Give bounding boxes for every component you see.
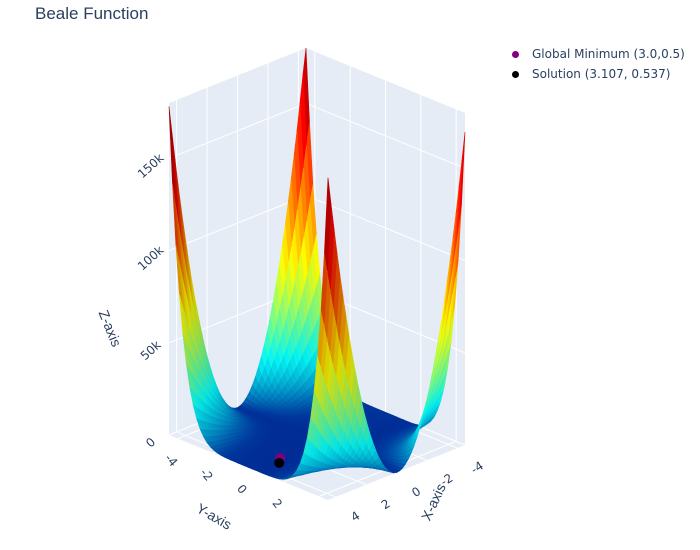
grid-z-left (168, 195, 307, 252)
legend-label-solution: Solution (3.107, 0.537) (532, 67, 671, 81)
legend-item-solution[interactable]: Solution (3.107, 0.537) (506, 64, 685, 84)
z-tick-label: 50k (138, 338, 164, 363)
legend-marker-solution (512, 70, 519, 78)
grid-z-back (305, 195, 466, 262)
markers (274, 452, 286, 468)
legend-item-global-minimum[interactable]: Global Minimum (3.0,0.5) (506, 44, 685, 64)
y-tick-label: 2 (269, 496, 285, 511)
surface-patch (324, 177, 332, 271)
legend-label-global-minimum: Global Minimum (3.0,0.5) (532, 47, 685, 61)
marker-solution (274, 457, 285, 468)
z-axis-title: Z-axis (96, 308, 125, 349)
surface (168, 47, 466, 480)
x-tick-label: 0 (409, 484, 423, 500)
x-tick-label: -4 (468, 459, 486, 477)
y-tick-label: -2 (197, 466, 215, 484)
z-tick-label: 0 (143, 435, 158, 451)
legend-marker-global-minimum (512, 50, 519, 58)
x-tick-label: 4 (348, 509, 362, 525)
x-tick-label: 2 (379, 496, 393, 512)
grid-z-left (168, 102, 307, 159)
y-tick-label: 0 (234, 482, 250, 497)
chart-title: Beale Function (35, 4, 149, 23)
z-tick-label: 100k (135, 243, 167, 273)
grid-z-back (305, 102, 466, 169)
x-axis-title: X-axis (418, 481, 449, 523)
y-axis-title: Y-axis (194, 500, 235, 533)
z-tick-label: 150k (135, 151, 167, 181)
y-tick-label: -4 (162, 451, 180, 469)
legend: Global Minimum (3.0,0.5) Solution (3.107… (506, 44, 685, 84)
